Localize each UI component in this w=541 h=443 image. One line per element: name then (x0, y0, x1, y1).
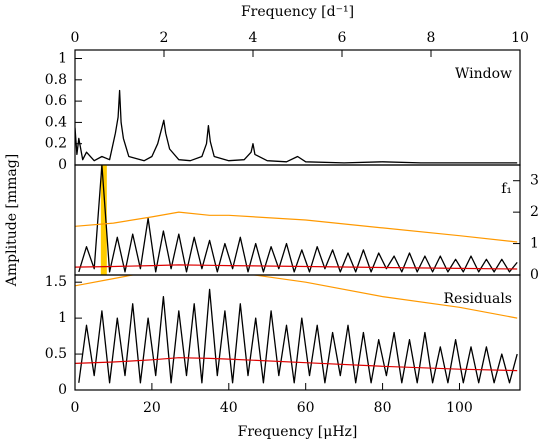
series-line (75, 89, 518, 164)
x2-tick-label: 10 (511, 30, 529, 46)
y-tick-label: 0 (58, 157, 67, 173)
panel (75, 89, 518, 164)
x-tick-label: 0 (71, 400, 80, 416)
series-line (75, 211, 518, 243)
panel-frame (74, 274, 521, 391)
x2-tick-label: 4 (249, 30, 258, 46)
panel (75, 275, 518, 384)
series-line (75, 357, 518, 372)
x2-tick-label: 8 (427, 30, 436, 46)
y-tick-label: 0 (58, 382, 67, 398)
x2-tick-label: 2 (160, 30, 169, 46)
panel (75, 165, 518, 275)
x-tick-label: 100 (446, 400, 473, 416)
y-tick-label: 0 (530, 267, 539, 283)
x-axis-title: Frequency [μHz] (238, 424, 358, 440)
series-line (75, 275, 518, 319)
y-axis-title: Amplitude [mmag] (4, 154, 20, 287)
y-tick-label: 3 (530, 173, 539, 189)
panel-label: f₁ (501, 181, 512, 197)
panel-frame (74, 49, 521, 166)
x2-axis-title: Frequency [d⁻¹] (241, 4, 354, 20)
y-tick-label: 1 (58, 310, 67, 326)
y-tick-label: 0.8 (45, 72, 67, 88)
y-tick-label: 1.5 (45, 274, 67, 290)
series-line (75, 264, 518, 270)
y-tick-label: 0.4 (45, 114, 67, 130)
x-tick-label: 60 (297, 400, 315, 416)
y-tick-label: 1 (530, 236, 539, 252)
y-tick-label: 2 (530, 204, 539, 220)
x-tick-label: 20 (143, 400, 161, 416)
x-tick-label: 40 (220, 400, 238, 416)
highlight-band (100, 165, 107, 275)
panel-label: Window (455, 66, 512, 82)
x2-tick-label: 6 (338, 30, 347, 46)
y-tick-label: 0.6 (45, 93, 67, 109)
series-line (78, 165, 518, 273)
x-tick-label: 80 (374, 400, 392, 416)
y-tick-label: 1 (58, 51, 67, 67)
y-tick-label: 0.5 (45, 346, 67, 362)
series-line (78, 288, 518, 384)
x2-tick-label: 0 (71, 30, 80, 46)
panel-label: Residuals (444, 291, 512, 307)
y-tick-label: 0.2 (45, 136, 67, 152)
